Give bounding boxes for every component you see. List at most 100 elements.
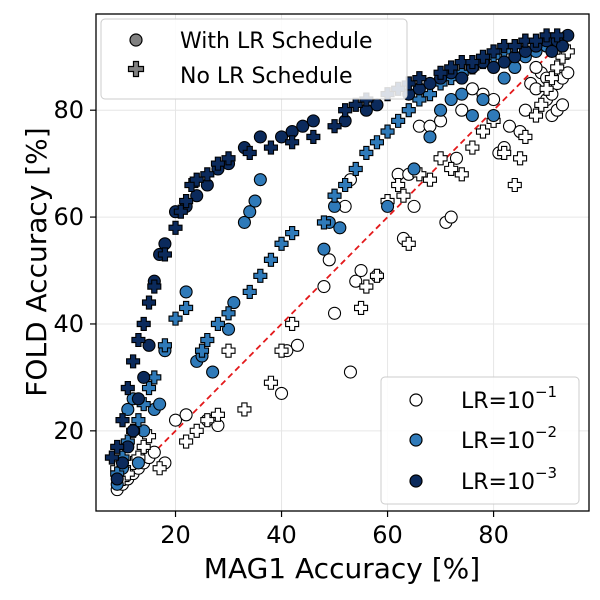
data-point-circle xyxy=(253,130,267,144)
data-point-circle xyxy=(317,279,331,294)
legend-marker-circle xyxy=(129,33,143,47)
data-point-circle xyxy=(502,119,517,133)
data-point-plus xyxy=(539,81,554,96)
data-point-plus xyxy=(173,204,188,219)
plot-frame xyxy=(95,13,590,512)
marker-legend: With LR Schedule No LR Schedule xyxy=(100,18,408,100)
data-point-plus xyxy=(433,65,448,80)
data-point-plus xyxy=(539,28,554,43)
data-point-circle xyxy=(497,55,511,69)
data-point-plus xyxy=(507,177,522,193)
data-point-plus xyxy=(454,167,469,182)
data-point-circle xyxy=(190,189,204,203)
data-point-plus xyxy=(263,140,278,155)
data-point-circle xyxy=(274,130,289,144)
y-tick-label: 20 xyxy=(53,417,84,445)
data-point-circle xyxy=(237,215,251,229)
data-point-circle xyxy=(126,424,140,438)
data-point-plus xyxy=(444,161,459,177)
axis-ticks: 20 40 60 80 20 40 60 80 xyxy=(53,96,508,549)
data-point-plus xyxy=(348,97,363,112)
data-point-circle xyxy=(306,114,320,128)
data-point-plus xyxy=(189,423,204,438)
y-axis-title: FOLD Accuracy [%] xyxy=(20,127,53,396)
data-point-plus xyxy=(550,60,565,75)
legend-label-no-schedule: No LR Schedule xyxy=(180,64,353,89)
data-point-circle xyxy=(518,103,532,117)
data-point-plus xyxy=(528,33,544,48)
data-point-circle xyxy=(555,39,570,53)
data-point-plus xyxy=(465,140,480,155)
data-point-plus xyxy=(518,129,533,144)
data-point-circle xyxy=(497,71,511,85)
legend-label-lr1: LR=10−1 xyxy=(461,383,557,414)
data-point-plus xyxy=(141,381,157,396)
data-point-circle xyxy=(110,472,124,486)
x-tick-label: 20 xyxy=(160,521,191,549)
data-point-plus xyxy=(136,439,151,454)
data-point-plus xyxy=(475,49,491,64)
data-point-plus xyxy=(104,450,119,465)
data-point-plus xyxy=(194,343,210,358)
data-point-circle xyxy=(206,365,220,379)
x-axis-title: MAG1 Accuracy [%] xyxy=(204,552,480,585)
data-point-plus xyxy=(534,97,549,112)
data-point-plus xyxy=(507,39,522,54)
data-point-circle xyxy=(153,397,167,411)
data-point-plus xyxy=(285,226,300,241)
data-point-plus xyxy=(354,300,369,315)
data-point-plus xyxy=(263,252,278,267)
data-point-circle xyxy=(333,221,347,235)
x-tick-label: 40 xyxy=(266,521,297,549)
data-point-plus xyxy=(550,28,565,43)
data-point-circle xyxy=(465,82,479,96)
data-point-circle xyxy=(455,87,469,101)
data-point-circle xyxy=(487,108,501,123)
data-point-plus xyxy=(136,316,151,332)
data-point-circle xyxy=(322,253,336,267)
data-point-plus xyxy=(359,145,374,160)
data-point-plus xyxy=(237,402,252,417)
data-point-plus xyxy=(189,172,204,187)
data-point-circle xyxy=(115,456,130,470)
data-point-circle xyxy=(444,210,458,224)
data-point-circle xyxy=(121,402,135,417)
data-point-circle xyxy=(423,76,437,91)
data-point-plus xyxy=(210,156,225,171)
data-point-plus xyxy=(513,151,528,166)
data-point-circle xyxy=(343,365,358,379)
data-point-plus xyxy=(221,343,236,358)
x-tick-label: 60 xyxy=(372,521,403,549)
data-point-plus xyxy=(465,55,480,70)
color-legend: LR=10−1 LR=10−2 LR=10−3 xyxy=(380,376,580,505)
data-point-plus xyxy=(497,145,512,160)
data-point-circle xyxy=(248,194,262,208)
data-point-plus xyxy=(528,108,544,123)
data-point-circle xyxy=(455,103,469,117)
data-point-circle xyxy=(296,119,310,133)
data-point-plus xyxy=(369,135,385,150)
data-point-plus xyxy=(147,279,162,294)
data-point-plus xyxy=(131,413,146,428)
data-point-plus xyxy=(115,413,130,428)
data-point-plus xyxy=(210,407,225,422)
data-point-plus xyxy=(518,33,533,48)
data-point-plus xyxy=(168,311,183,326)
data-point-plus xyxy=(285,316,300,332)
y-tick-label: 40 xyxy=(53,310,84,338)
data-point-plus xyxy=(422,172,438,187)
data-point-plus xyxy=(338,103,353,118)
data-point-circle xyxy=(131,392,145,406)
data-point-circle xyxy=(179,285,193,299)
data-point-plus xyxy=(359,279,374,294)
data-point-plus xyxy=(152,461,167,476)
data-point-plus xyxy=(401,103,416,118)
data-point-plus xyxy=(327,119,342,134)
data-point-circle xyxy=(545,44,559,58)
data-point-plus xyxy=(221,306,236,321)
legend-color-lr2 xyxy=(409,433,423,447)
color-legend-box xyxy=(380,376,580,505)
data-point-plus xyxy=(497,39,512,54)
data-point-circle xyxy=(137,370,151,384)
data-point-plus xyxy=(168,220,183,235)
